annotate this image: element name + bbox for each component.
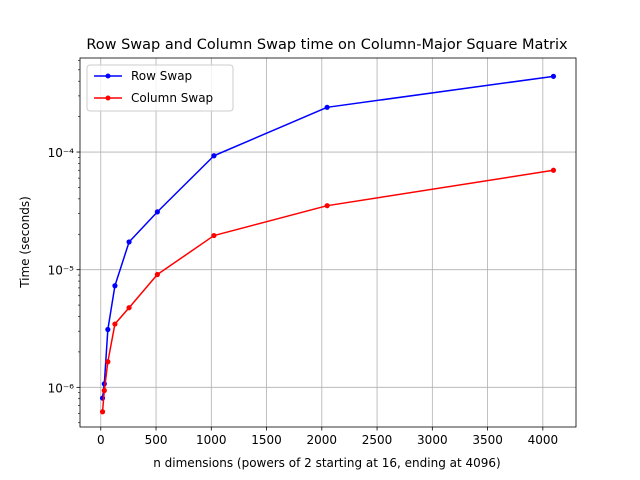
- data-point-row-swap: [105, 326, 111, 333]
- series-layer: [99, 73, 557, 415]
- x-tick-label: 3500: [472, 433, 503, 447]
- data-point-row-swap: [324, 104, 330, 110]
- x-tick-label: 0: [97, 433, 105, 447]
- legend-box: [86, 64, 234, 112]
- legend-marker-row-swap: [105, 73, 111, 79]
- y-tick-label: 10⁻⁴: [48, 146, 75, 160]
- data-point-column-swap: [126, 305, 132, 311]
- legend: Row Swap Column Swap: [86, 64, 234, 112]
- data-point-row-swap: [550, 73, 557, 79]
- x-tick-label: 3000: [417, 433, 448, 447]
- x-axis: 0 500 1000 1500 2000 2500 3000 3500 4000: [97, 427, 558, 447]
- x-tick-label: 4000: [528, 433, 559, 447]
- data-point-column-swap: [99, 409, 106, 415]
- y-axis-label: Time (seconds): [18, 196, 32, 289]
- data-point-column-swap: [211, 232, 217, 239]
- x-tick-label: 500: [145, 433, 168, 447]
- data-point-row-swap: [112, 283, 118, 289]
- data-point-row-swap: [126, 239, 132, 245]
- data-point-column-swap: [550, 167, 557, 173]
- x-axis-label: n dimensions (powers of 2 starting at 16…: [153, 456, 500, 470]
- data-point-row-swap: [211, 153, 217, 159]
- legend-label-column-swap: Column Swap: [131, 91, 213, 105]
- chart-title: Row Swap and Column Swap time on Column-…: [86, 37, 568, 53]
- y-tick-label: 10⁻⁶: [48, 381, 75, 395]
- x-tick-label: 1500: [251, 433, 282, 447]
- data-point-column-swap: [112, 321, 118, 327]
- data-point-row-swap: [154, 209, 160, 215]
- y-tick-label: 10⁻⁵: [48, 264, 75, 278]
- data-point-column-swap: [154, 271, 160, 278]
- data-point-column-swap: [324, 203, 330, 209]
- x-tick-label: 1000: [196, 433, 227, 447]
- y-axis: 10⁻⁶ 10⁻⁵ 10⁻⁴: [48, 60, 80, 424]
- legend-label-row-swap: Row Swap: [131, 69, 192, 83]
- data-point-column-swap: [101, 387, 107, 394]
- plot-frame: [79, 57, 577, 428]
- legend-marker-column-swap: [105, 95, 111, 101]
- x-tick-label: 2000: [307, 433, 338, 447]
- grid: [80, 58, 576, 427]
- x-tick-label: 2500: [362, 433, 393, 447]
- data-point-column-swap: [105, 359, 111, 365]
